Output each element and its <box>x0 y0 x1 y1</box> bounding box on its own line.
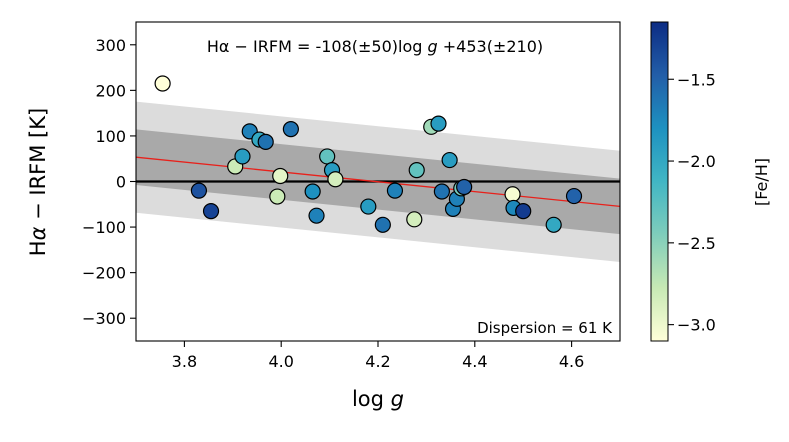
fit-annotation: Hα − IRFM = -108(±50)log g +453(±210) <box>207 37 543 56</box>
fit-line <box>136 156 620 208</box>
data-point <box>360 198 377 215</box>
y-tick-label: 0 <box>116 173 126 192</box>
x-axis-ticks: 3.8 4.0 4.2 4.4 4.6 <box>172 341 584 371</box>
y-tick-label: −100 <box>82 218 126 237</box>
y-tick-label: 100 <box>95 127 126 146</box>
x-tick-label: 3.8 <box>172 352 197 371</box>
data-point <box>269 188 286 205</box>
data-point <box>504 186 521 203</box>
plot-area <box>136 75 620 262</box>
data-point <box>319 148 336 165</box>
colorbar-tick-label: −2.0 <box>677 152 716 171</box>
data-point <box>386 182 404 199</box>
y-tick-label: 300 <box>95 36 126 55</box>
y-axis-label: Hα − IRFM [K] <box>26 108 50 256</box>
data-point <box>374 216 391 233</box>
data-point <box>308 207 325 224</box>
data-point <box>565 187 583 205</box>
data-point <box>257 133 274 150</box>
y-tick-label: 200 <box>95 81 126 100</box>
data-point <box>282 120 299 138</box>
x-tick-label: 4.0 <box>268 352 293 371</box>
data-point <box>190 182 208 199</box>
x-tick-label: 4.4 <box>462 352 487 371</box>
data-point <box>545 216 562 233</box>
colorbar-ticks: −3.0 −2.5 −2.0 −1.5 <box>668 70 716 335</box>
data-point <box>406 211 423 228</box>
data-point <box>430 115 447 132</box>
colorbar-tick-label: −1.5 <box>677 70 716 89</box>
colorbar <box>650 21 669 342</box>
x-tick-label: 4.2 <box>365 352 390 371</box>
colorbar-label: [Fe/H] <box>752 158 771 206</box>
data-point <box>304 183 321 200</box>
data-point <box>456 178 473 196</box>
y-axis-ticks: −300 −200 −100 0 100 200 300 <box>82 36 136 328</box>
data-point <box>272 167 289 185</box>
y-tick-label: −200 <box>82 264 126 283</box>
data-point <box>433 183 450 200</box>
data-point <box>441 151 458 169</box>
colorbar-tick-label: −2.5 <box>677 234 716 253</box>
data-point <box>408 162 425 179</box>
data-point <box>515 203 532 220</box>
data-points <box>154 75 583 233</box>
y-tick-label: −300 <box>82 309 126 328</box>
data-point <box>154 75 171 92</box>
data-point <box>202 203 220 220</box>
colorbar-tick-label: −3.0 <box>677 316 716 335</box>
data-point <box>327 171 344 188</box>
data-point <box>234 148 251 165</box>
x-axis-label: log g <box>352 387 404 411</box>
x-tick-label: 4.6 <box>559 352 584 371</box>
dispersion-label: Dispersion = 61 K <box>477 319 613 337</box>
